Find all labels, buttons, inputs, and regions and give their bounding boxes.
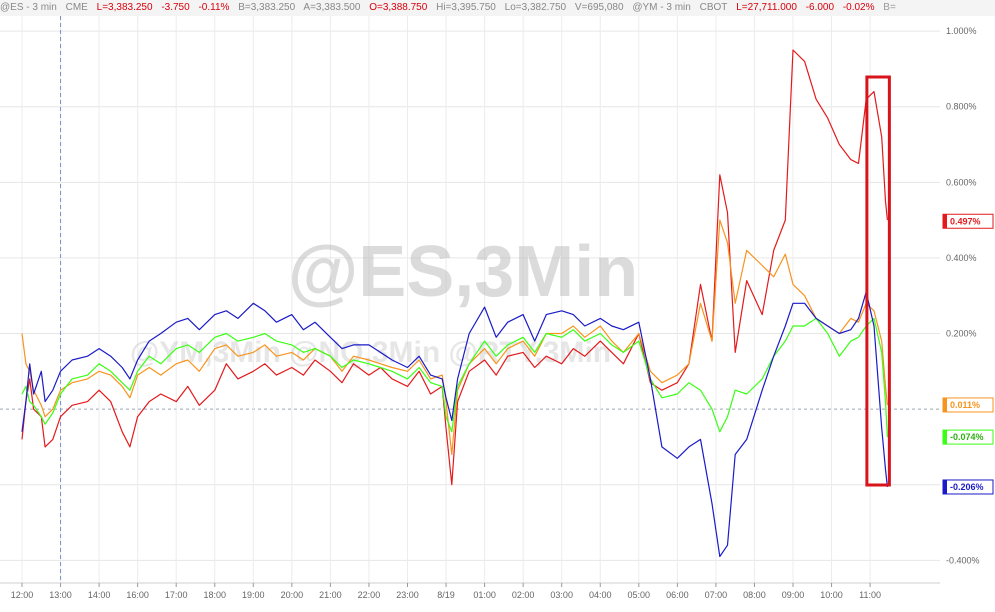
es-change: -3.750 [161,2,190,13]
x-tick-label: 09:00 [782,590,805,600]
quote-header-bar: @ES - 3 min CME L=3,383.250 -3.750 -0.11… [0,0,995,16]
highlight-box [865,75,891,487]
es-high: Hi=3,395.750 [436,2,496,13]
ym-exchange: CBOT [699,2,728,13]
end-badge-label: -0.074% [950,432,984,442]
ym-change: -6.000 [805,2,835,13]
ym-bid: B= [883,2,896,13]
x-tick-label: 23:00 [396,590,419,600]
es-volume: V=695,080 [574,2,624,13]
es-low: Lo=3,382.750 [504,2,567,13]
x-tick-label: 08:00 [743,590,766,600]
x-tick-label: 19:00 [242,590,265,600]
y-tick-label: 0.400% [946,253,977,263]
ym-last-price: L=27,711.000 [736,2,797,13]
end-badge-label: 0.011% [950,400,980,410]
end-badge-label: 0.497% [950,216,981,226]
end-value-badges: 0.497% 0.011% -0.074% -0.206% [942,213,994,495]
x-tick-label: 13:00 [49,590,72,600]
y-tick-label: 1.000% [946,26,977,36]
es-bid: B=3,383.250 [238,2,296,13]
x-tick-label: 8/19 [437,590,455,600]
y-tick-label: 0.800% [946,102,977,112]
y-tick-label: 0.200% [946,329,977,339]
x-tick-label: 21:00 [319,590,342,600]
ym-symbol[interactable]: @YM - 3 min [632,2,691,13]
x-axis: 12:00 13:00 14:00 16:00 17:00 18:00 19:00 20:00… [0,582,940,600]
y-tick-label: -0.400% [946,555,980,565]
es-symbol[interactable]: @ES - 3 min [0,2,57,13]
x-tick-label: 07:00 [705,590,728,600]
series-line-2 [21,317,888,438]
es-last-price: L=3,383.250 [96,2,153,13]
x-tick-label: 03:00 [550,590,573,600]
x-tick-label: 11:00 [859,590,881,600]
end-badge-3: -0.206% [942,479,994,495]
x-tick-label: 01:00 [473,590,496,600]
watermark-main: @ES,3Min [288,232,638,312]
end-badge-swatch [943,430,947,445]
ym-change-pct: -0.02% [842,2,875,13]
end-badge-2: -0.074% [942,429,994,445]
series-line-1 [21,219,888,456]
end-badge-label: -0.206% [950,482,984,492]
es-change-pct: -0.11% [198,2,230,13]
end-badge-0: 0.497% [942,213,994,229]
x-tick-label: 02:00 [512,590,535,600]
x-tick-label: 06:00 [666,590,689,600]
series-lines [21,49,888,558]
es-exchange: CME [65,2,88,13]
es-open: O=3,388.750 [369,2,428,13]
x-tick-label: 16:00 [126,590,149,600]
watermark: @ES,3Min @YM,3Min @NQ,3Min @RTY,3Min [130,232,638,369]
end-badge-swatch [943,479,947,494]
x-tick-label: 18:00 [203,590,226,600]
x-tick-label: 20:00 [281,590,304,600]
highlight-box-layer [865,75,891,487]
x-tick-label: 17:00 [165,590,188,600]
x-tick-label: 12:00 [11,590,34,600]
end-badge-swatch [943,397,947,412]
y-tick-label: 0.600% [946,177,977,187]
series-line-3 [21,291,888,558]
x-tick-label: 14:00 [88,590,111,600]
end-badge-swatch [943,214,947,229]
series-line-0 [21,49,888,486]
x-tick-label: 10:00 [820,590,843,600]
x-tick-label: 05:00 [628,590,651,600]
x-tick-label: 22:00 [358,590,381,600]
es-ask: A=3,383.500 [303,2,361,13]
end-badge-1: 0.011% [942,397,994,413]
x-tick-label: 04:00 [589,590,612,600]
